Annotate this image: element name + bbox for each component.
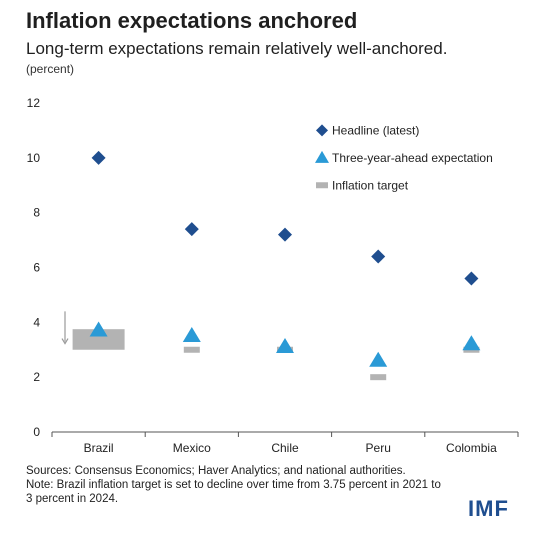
headline-point — [464, 271, 479, 286]
chart-plot: 0 2 4 6 8 10 12 Brazil Mexico Chile Peru Colombia He… — [27, 96, 519, 455]
y-tick-label: 0 — [33, 425, 40, 439]
legend-label: Inflation target — [332, 178, 409, 192]
target-range-bar — [72, 329, 125, 350]
x-category-label: Peru — [366, 441, 391, 455]
expectation-point — [276, 338, 294, 354]
imf-logo: IMF — [468, 496, 509, 521]
footnote: Note: Brazil inflation target is set to … — [26, 479, 441, 505]
y-axis-unit-label: (percent) — [26, 62, 75, 76]
y-tick-label: 10 — [27, 151, 41, 165]
x-category-label: Brazil — [84, 441, 114, 455]
expectation-point — [89, 321, 108, 337]
y-tick-label: 4 — [33, 315, 40, 329]
headline-point — [278, 227, 292, 242]
chart-subtitle: Long-term expectations remain relatively… — [26, 39, 448, 58]
legend-label: Headline (latest) — [332, 123, 419, 137]
expectation-point — [462, 335, 481, 351]
y-tick-label: 12 — [27, 96, 41, 110]
headline-point — [184, 222, 199, 237]
headline-point — [371, 249, 386, 264]
legend-target-icon — [316, 182, 328, 189]
sources-note: Sources: Consensus Economics; Haver Anal… — [26, 465, 406, 477]
y-tick-label: 6 — [33, 261, 40, 275]
legend-expectation-icon — [315, 150, 329, 163]
x-category-label: Colombia — [446, 441, 497, 455]
target-decline-arrowhead — [61, 338, 69, 345]
expectation-point — [369, 351, 388, 367]
legend-headline-icon — [316, 124, 328, 137]
headline-point — [91, 150, 106, 165]
x-category-label: Chile — [271, 441, 299, 455]
legend-label: Three-year-ahead expectation — [332, 151, 493, 165]
y-tick-label: 8 — [33, 206, 40, 220]
target-marker — [370, 374, 387, 381]
y-tick-label: 2 — [33, 370, 40, 384]
x-category-label: Mexico — [173, 441, 211, 455]
expectation-point — [182, 327, 201, 343]
target-marker — [183, 346, 200, 353]
chart-title: Inflation expectations anchored — [26, 8, 358, 33]
